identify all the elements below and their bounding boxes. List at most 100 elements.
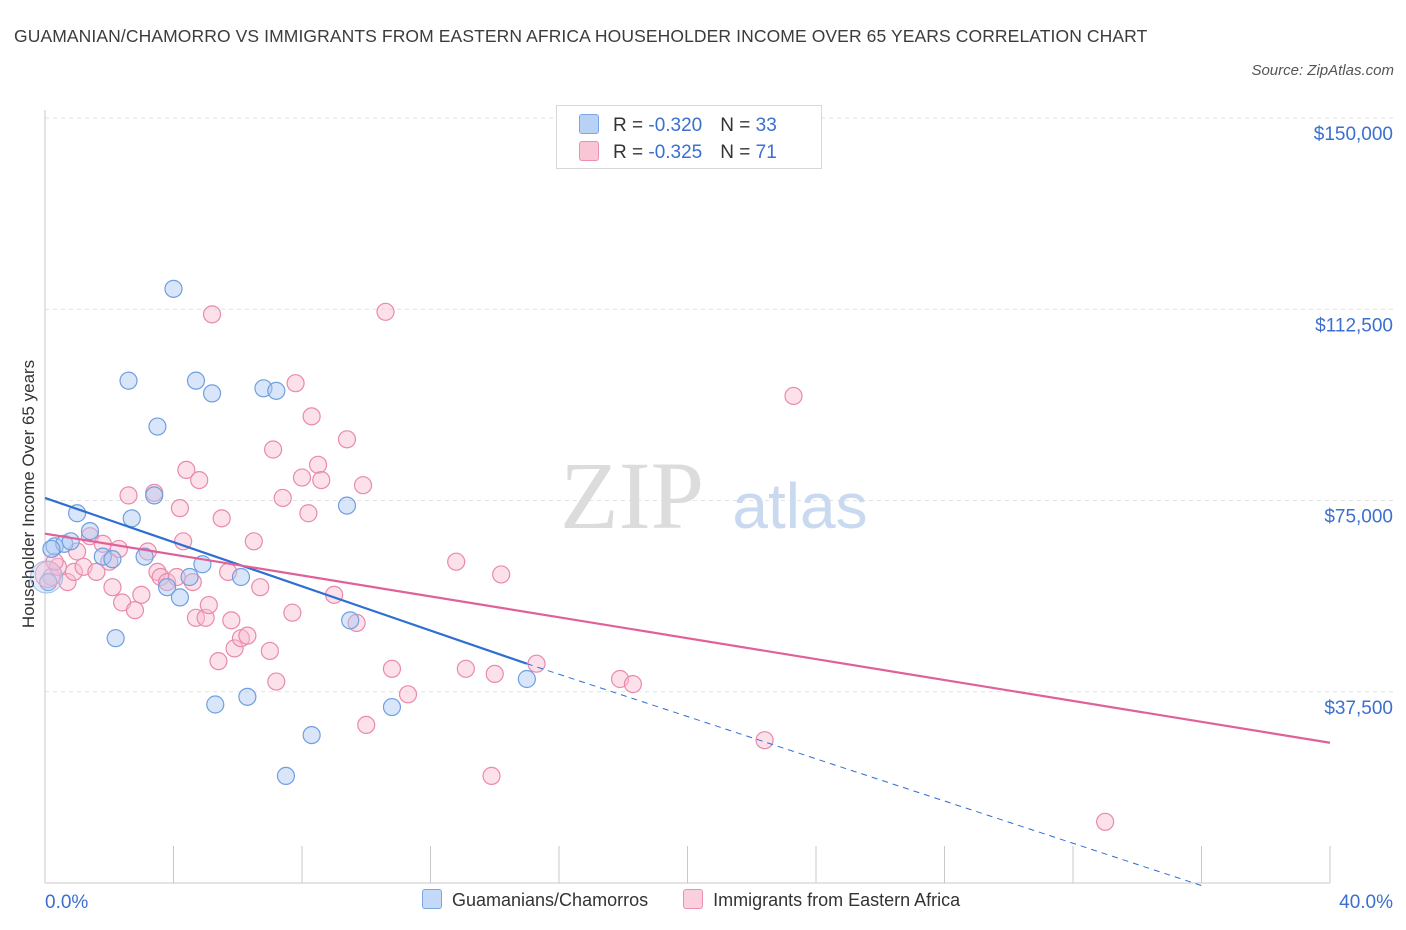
guamanian-point: [119, 371, 138, 390]
guamanian-point: [302, 725, 321, 745]
eastern-africa-point: [376, 302, 395, 321]
eastern-africa-point: [42, 567, 61, 587]
guamanian-point: [180, 567, 199, 587]
eastern-africa-point: [286, 374, 305, 393]
eastern-africa-point: [177, 460, 196, 479]
eastern-africa-swatch: [579, 141, 599, 161]
guamanian-point: [341, 611, 360, 630]
r-label: R =: [613, 142, 649, 163]
eastern-africa-trend-line: [44, 532, 1331, 744]
x-tick-label: 40.0%: [1339, 892, 1393, 913]
guamanian-trend-extension: [526, 663, 1202, 887]
guamanian-point: [382, 697, 402, 717]
n-label: N =: [720, 142, 756, 163]
guamanian-point: [157, 578, 177, 597]
guamanian-point: [206, 695, 225, 714]
eastern-africa-point-cluster: [34, 560, 62, 588]
gridlines: [45, 117, 1395, 693]
guamanian-point: [145, 486, 164, 505]
eastern-africa-point: [212, 509, 231, 528]
eastern-africa-point: [244, 532, 263, 551]
legend-item-eastern-africa[interactable]: Immigrants from Eastern Africa: [683, 889, 960, 911]
watermark-zip: ZIP: [560, 442, 704, 549]
eastern-africa-point: [260, 641, 279, 661]
eastern-africa-point: [623, 674, 642, 694]
eastern-africa-point: [199, 595, 218, 615]
eastern-africa-point: [485, 664, 504, 684]
guamanian-point: [80, 521, 100, 541]
eastern-africa-point: [125, 601, 145, 620]
eastern-africa-point: [64, 562, 84, 582]
eastern-africa-point: [170, 499, 190, 518]
y-tick-label: $37,500: [1324, 698, 1393, 719]
eastern-africa-point: [292, 468, 312, 487]
guamanian-point: [106, 629, 125, 648]
eastern-africa-point: [1096, 812, 1115, 831]
data-points: [30, 279, 1115, 831]
stats-legend: R = -0.320 N = 33 R = -0.325 N = 71: [556, 105, 822, 169]
watermark-atlas: atlas: [732, 470, 867, 542]
guamanian-point: [103, 550, 122, 569]
guamanian-point-cluster: [30, 560, 64, 594]
r-value: -0.325: [648, 142, 703, 163]
eastern-africa-point: [251, 578, 270, 597]
eastern-africa-point: [157, 572, 177, 592]
eastern-africa-point: [183, 572, 202, 592]
eastern-africa-point: [209, 652, 228, 671]
eastern-africa-point: [398, 685, 418, 704]
eastern-africa-point: [174, 532, 193, 551]
guamanian-point: [238, 687, 257, 706]
guamanian-point: [186, 371, 206, 390]
eastern-africa-point: [103, 578, 122, 597]
eastern-africa-point: [308, 455, 328, 474]
eastern-africa-point: [283, 603, 302, 622]
y-tick-label: $75,000: [1324, 507, 1393, 528]
r-value: -0.320: [648, 115, 703, 136]
y-tick-label: $112,500: [1315, 315, 1393, 336]
n-value: 33: [755, 115, 777, 136]
eastern-africa-point: [302, 407, 321, 426]
r-label: R =: [613, 115, 649, 136]
y-tick-label: $150,000: [1314, 124, 1393, 145]
guamanian-point: [202, 384, 222, 403]
eastern-africa-point: [225, 639, 244, 658]
eastern-africa-point: [357, 715, 376, 735]
eastern-africa-point: [202, 305, 222, 324]
eastern-africa-point: [784, 386, 803, 406]
guamanian-point: [267, 381, 286, 400]
guamanian-point: [517, 669, 536, 689]
eastern-africa-point: [527, 654, 546, 673]
n-value: 71: [755, 142, 777, 163]
eastern-africa-point: [755, 731, 774, 750]
guamanian-point: [135, 547, 154, 566]
legend-label: Guamanians/Chamorros: [452, 890, 649, 910]
legend-swatch: [422, 889, 442, 909]
eastern-africa-point: [273, 488, 292, 508]
eastern-africa-point: [132, 585, 151, 604]
x-tick-label: 0.0%: [45, 892, 88, 913]
chart-title: GUAMANIAN/CHAMORRO VS IMMIGRANTS FROM EA…: [14, 26, 1148, 46]
axes: [44, 110, 1331, 884]
eastern-africa-point: [267, 672, 286, 691]
stats-row-guamanian: R = -0.320 N = 33: [579, 114, 777, 140]
eastern-africa-point: [447, 552, 466, 571]
stats-row-eastern-africa: R = -0.325 N = 71: [579, 141, 777, 167]
tick-labels: $37,500 $75,000 $112,500 $150,000 0.0% 40.0%: [45, 124, 1393, 913]
eastern-africa-point: [382, 659, 402, 678]
eastern-africa-point: [238, 626, 257, 645]
legend-item-guamanian[interactable]: Guamanians/Chamorros: [422, 889, 648, 911]
n-label: N =: [720, 115, 756, 136]
eastern-africa-point: [492, 565, 511, 584]
guamanian-point: [61, 532, 80, 551]
eastern-africa-point: [337, 430, 357, 449]
guamanian-trend-line: [44, 496, 528, 665]
eastern-africa-point: [87, 562, 106, 582]
guamanian-point: [231, 567, 251, 587]
eastern-africa-point: [190, 471, 209, 490]
series-legend: Guamanians/Chamorros Immigrants from Eas…: [422, 889, 990, 911]
guamanian-point: [42, 539, 61, 559]
eastern-africa-point: [482, 766, 501, 786]
y-axis-label: Householder Income Over 65 years: [19, 360, 38, 628]
guamanian-point: [276, 766, 296, 786]
legend-label: Immigrants from Eastern Africa: [713, 890, 961, 910]
